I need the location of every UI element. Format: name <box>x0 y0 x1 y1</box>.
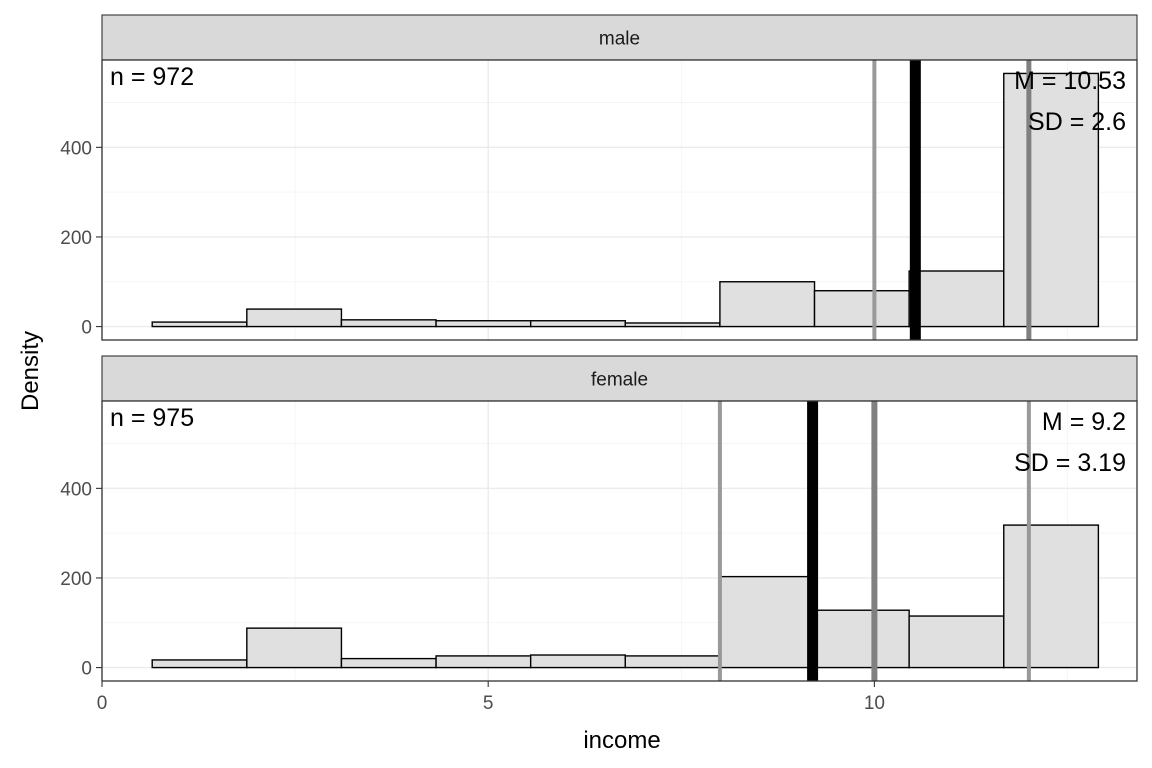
histogram-bar <box>435 320 532 328</box>
histogram-bar <box>1003 72 1100 328</box>
facet-strip-label: female <box>591 370 648 391</box>
sample-size-label: n = 972 <box>110 63 194 91</box>
histogram-bar <box>1003 524 1100 669</box>
histogram-bar <box>529 320 626 328</box>
histogram-bar <box>151 659 248 669</box>
histogram-bar <box>340 319 437 328</box>
y-tick-label: 0 <box>81 318 92 339</box>
y-tick-label: 400 <box>60 138 92 159</box>
y-tick-label: 0 <box>81 659 92 680</box>
histogram-bar <box>624 655 721 669</box>
mean-label: M = 9.2 <box>1042 408 1126 436</box>
histogram-bar <box>813 290 910 328</box>
y-tick-label: 400 <box>60 479 92 500</box>
facet-strip <box>101 355 1138 402</box>
facet-panel-male: male n = 972 M = 10.53 SD = 2.6 0 200 400 <box>60 14 1138 341</box>
mean-label: M = 10.53 <box>1014 67 1126 95</box>
histogram-bar <box>813 609 910 669</box>
histogram-bar <box>151 321 248 328</box>
histogram-bar <box>719 281 816 328</box>
panel-border <box>101 59 1138 341</box>
x-tick-label: 10 <box>864 693 885 714</box>
histogram-bar <box>435 655 532 669</box>
y-axis-title: Density <box>17 331 44 411</box>
histogram-bar <box>340 657 437 669</box>
histogram-bar <box>719 575 816 669</box>
histogram-bar <box>908 270 1005 328</box>
histogram-bar <box>529 654 626 669</box>
histogram-bar <box>908 615 1005 669</box>
y-tick-label: 200 <box>60 228 92 249</box>
histogram-bar <box>246 308 343 328</box>
sd-label: SD = 2.6 <box>1028 108 1126 136</box>
facet-panel-female: female n = 975 M = 9.2 SD = 3.19 0 200 400 0 5 10 <box>60 355 1138 714</box>
facet-strip-label: male <box>599 29 640 50</box>
histogram-bar <box>246 627 343 669</box>
x-tick-label: 0 <box>97 693 108 714</box>
panel-border <box>101 400 1138 682</box>
y-tick-label: 200 <box>60 569 92 590</box>
x-tick-label: 5 <box>483 693 494 714</box>
facet-strip <box>101 14 1138 61</box>
x-axis-title: income <box>583 727 660 754</box>
histogram-bar <box>624 322 721 328</box>
sample-size-label: n = 975 <box>110 404 194 432</box>
sd-label: SD = 3.19 <box>1014 449 1126 477</box>
